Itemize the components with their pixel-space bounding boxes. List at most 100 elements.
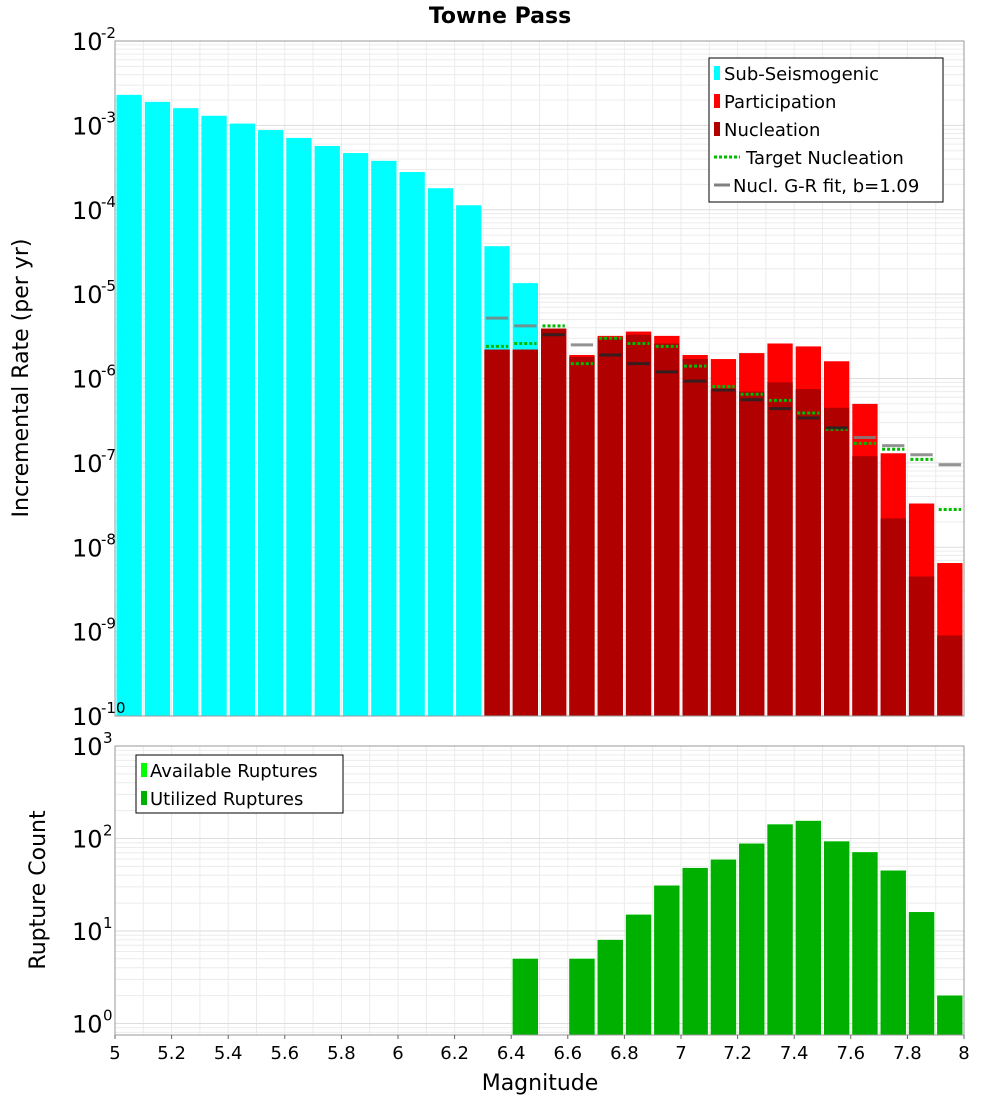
bar-utilized-ruptures [880,870,906,1035]
bar-utilized-ruptures [739,843,765,1035]
bar-nucleation [937,635,963,716]
bar-nucleation [484,349,510,716]
bar-nucleation [654,343,680,716]
bar-utilized-ruptures [824,841,850,1035]
x-tick-label: 5.6 [270,1043,299,1064]
bar-sub-seismogenic [144,101,171,716]
bottom-legend: Available Ruptures Utilized Ruptures [135,754,344,814]
x-tick-label: 6.4 [497,1043,526,1064]
y-tick-label: 10 [72,733,103,761]
bar-utilized-ruptures [682,867,708,1035]
bar-utilized-ruptures [597,939,623,1035]
y-tick-exponent: -10 [101,699,126,717]
bar-sub-seismogenic [229,123,255,716]
bottom-legend-box [135,754,344,814]
y-tick-exponent: -9 [101,615,116,633]
top-marks [485,316,961,512]
top-grid [114,40,965,717]
y-tick-exponent: -3 [101,108,116,126]
bottom-y-axis-label: Rupture Count [26,810,51,970]
y-tick-exponent: -4 [101,193,116,211]
bar-sub-seismogenic [201,115,227,716]
bar-utilized-ruptures [625,914,652,1035]
bar-nucleation [597,338,623,716]
legend-swatch-sub-seismogenic [714,66,720,80]
bar-utilized-ruptures [512,958,538,1035]
y-tick-label: 10 [72,450,103,478]
bar-sub-seismogenic [399,172,425,716]
legend-label-utilized-ruptures: Utilized Ruptures [150,789,303,810]
y-tick-label: 10 [72,197,103,225]
bar-sub-seismogenic [286,137,312,717]
bar-nucleation [767,382,793,716]
bar-nucleation [569,356,595,716]
bar-sub-seismogenic [371,160,397,717]
y-tick-exponent: 1 [103,914,113,932]
legend-swatch-utilized-ruptures [141,791,147,805]
y-tick-exponent: -5 [101,277,116,295]
y-tick-label: 10 [72,534,103,562]
legend-label-available-ruptures: Available Ruptures [150,761,318,782]
bottom-x-tick-labels: 5 5.2 5.4 5.6 5.8 6 6.2 6.4 6.6 6.8 7 7.2 7.4 7.6 7.8 8 [109,1035,970,1064]
x-tick-label: 6.6 [553,1043,582,1064]
x-tick-label: 5 [109,1043,120,1064]
x-tick-label: 7.6 [836,1043,865,1064]
y-tick-label: 10 [72,825,103,853]
bar-nucleation [541,328,567,716]
legend-label-target-nucleation: Target Nucleation [745,148,904,169]
bar-nucleation [795,389,821,716]
bottom-bars [512,820,963,1035]
chart-title: Towne Pass [429,4,571,29]
x-tick-label: 8 [958,1043,969,1064]
x-tick-label: 5.2 [157,1043,186,1064]
top-legend-box [708,57,944,203]
x-tick-label: 7.2 [723,1043,752,1064]
bottom-plot-border [114,745,965,1036]
bar-nucleation [739,391,765,716]
bar-sub-seismogenic [427,188,454,717]
bar-sub-seismogenic [116,94,142,716]
x-tick-label: 5.8 [327,1043,356,1064]
bar-utilized-ruptures [852,852,878,1035]
legend-swatch-nucleation [714,122,720,136]
y-tick-exponent: -2 [101,24,116,42]
legend-label-nucleation: Nucleation [724,120,820,141]
top-plot-border [114,40,965,717]
y-tick-label: 10 [72,281,103,309]
y-tick-exponent: 3 [103,729,113,747]
x-tick-label: 5.4 [214,1043,243,1064]
bar-utilized-ruptures [795,820,821,1035]
bar-sub-seismogenic [342,153,369,716]
bar-nucleation [852,456,878,716]
bar-nucleation [512,349,538,716]
legend-swatch-participation [714,94,720,108]
y-tick-exponent: 0 [103,1006,113,1024]
x-tick-label: 7.4 [780,1043,809,1064]
x-tick-label: 6 [392,1043,403,1064]
y-tick-exponent: -7 [101,446,116,464]
bar-nucleation [682,359,708,716]
x-tick-label: 6.8 [610,1043,639,1064]
bar-nucleation [908,576,935,716]
y-tick-label: 10 [72,703,103,731]
x-tick-label: 6.2 [440,1043,469,1064]
bar-utilized-ruptures [569,958,595,1035]
y-tick-label: 10 [72,28,103,56]
legend-label-gr-fit: Nucl. G-R fit, b=1.09 [733,176,919,197]
legend-label-participation: Participation [724,92,836,113]
y-tick-label: 10 [72,1010,103,1038]
bar-nucleation [710,389,737,716]
y-tick-exponent: 2 [103,821,113,839]
bar-sub-seismogenic [173,108,199,717]
x-tick-label: 7 [675,1043,686,1064]
y-tick-label: 10 [72,619,103,647]
top-bars [116,94,963,717]
bar-nucleation [824,407,850,716]
legend-swatch-available-ruptures [141,763,147,777]
bar-utilized-ruptures [937,995,963,1035]
bar-sub-seismogenic [258,130,284,717]
